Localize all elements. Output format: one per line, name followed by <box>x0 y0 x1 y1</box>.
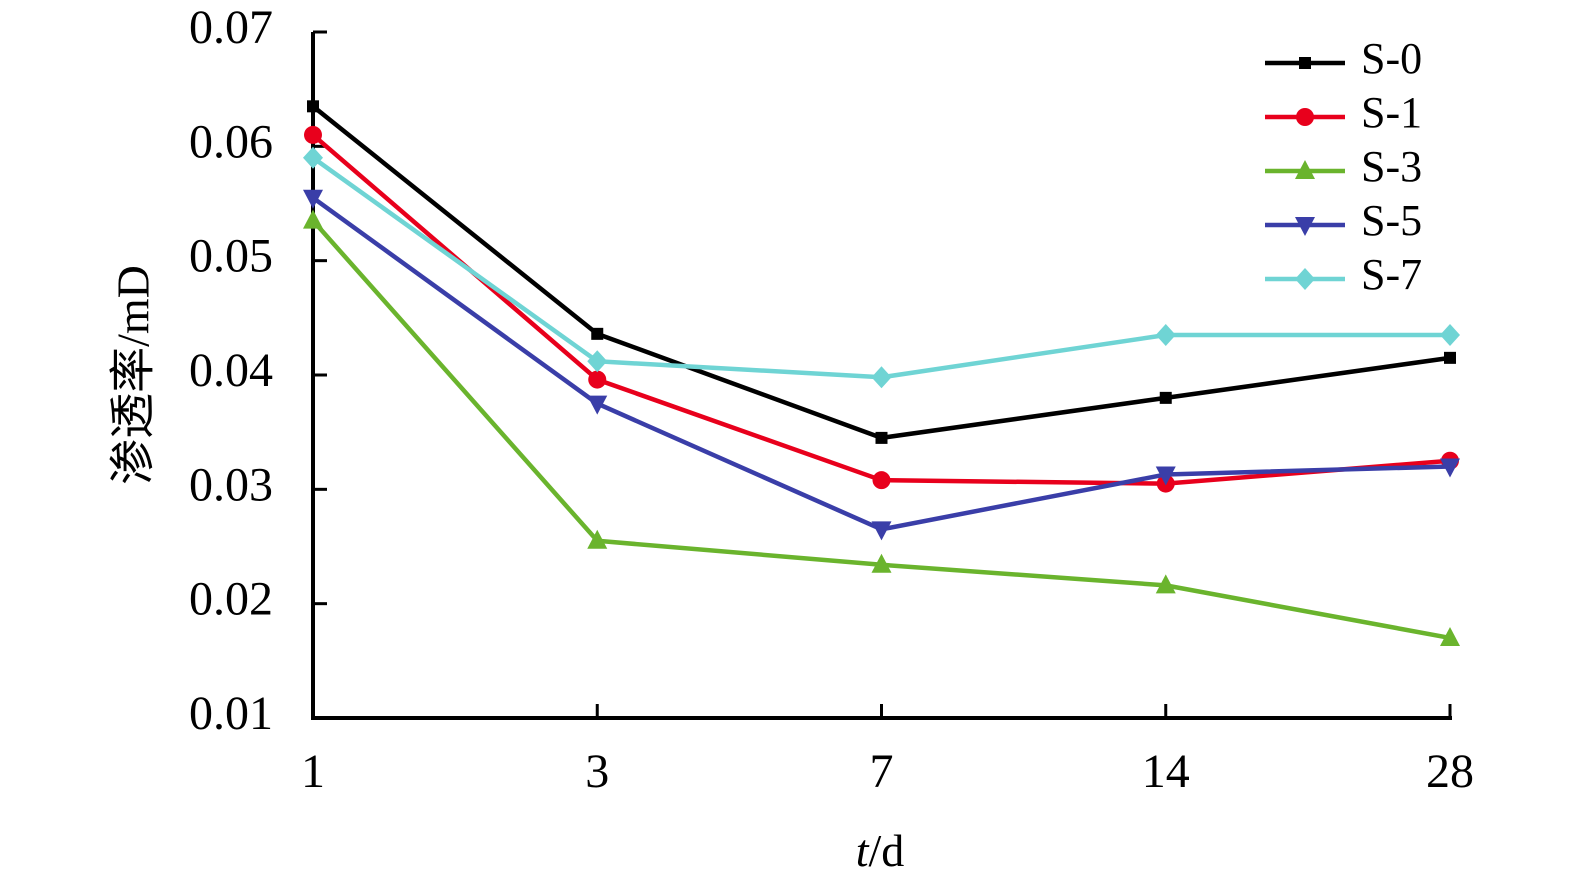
series-S-0 <box>307 100 1456 444</box>
series-line <box>311 133 1451 486</box>
series-S-7 <box>303 146 1460 389</box>
data-point <box>871 366 892 389</box>
legend-label: S-0 <box>1361 34 1422 83</box>
y-tick-label: 0.02 <box>189 573 273 626</box>
data-point <box>303 189 323 209</box>
data-point <box>1440 458 1460 478</box>
x-axis-title: t/d <box>856 825 905 876</box>
data-point <box>591 327 604 340</box>
x-tick-label: 7 <box>870 745 894 798</box>
data-point <box>1444 351 1456 364</box>
data-point <box>1155 574 1176 594</box>
y-tick-label: 0.06 <box>189 115 273 168</box>
data-point <box>871 521 892 541</box>
data-point <box>1155 466 1176 486</box>
series-S-5 <box>303 189 1460 541</box>
x-tick-label: 3 <box>585 745 609 798</box>
data-point <box>307 100 319 113</box>
data-point <box>587 529 608 549</box>
series-S-3 <box>303 209 1460 646</box>
legend-item: S-3 <box>1265 142 1422 191</box>
data-point <box>304 125 322 144</box>
y-tick-label: 0.01 <box>189 687 273 740</box>
data-point <box>587 395 608 415</box>
y-tick-label: 0.04 <box>189 344 273 397</box>
legend-label: S-7 <box>1361 250 1422 299</box>
data-point <box>588 370 607 389</box>
x-axis-title-unit: /d <box>869 825 905 876</box>
data-point <box>1155 323 1176 346</box>
legend-marker <box>1299 57 1311 69</box>
legend-label: S-1 <box>1361 88 1422 137</box>
data-point <box>303 146 323 169</box>
data-point <box>872 471 891 490</box>
series-line <box>311 155 1450 380</box>
data-point <box>871 553 892 573</box>
y-tick-label: 0.03 <box>189 458 273 511</box>
data-point <box>875 431 888 444</box>
legend-marker <box>1295 217 1315 236</box>
x-tick-label: 14 <box>1142 745 1190 798</box>
y-tick-label: 0.07 <box>189 1 273 54</box>
data-point <box>1440 323 1460 346</box>
legend-item: S-5 <box>1265 196 1422 245</box>
legend-label: S-5 <box>1361 196 1422 245</box>
x-tick-label: 1 <box>301 745 325 798</box>
legend-item: S-7 <box>1265 250 1422 299</box>
legend-marker <box>1295 268 1315 290</box>
legend-item: S-1 <box>1265 88 1422 137</box>
legend-label: S-3 <box>1361 142 1422 191</box>
y-axis-title: 渗透率/mD <box>108 265 159 485</box>
y-tick-label: 0.05 <box>189 230 273 283</box>
data-point <box>587 350 608 373</box>
legend-marker <box>1296 108 1314 126</box>
x-tick-label: 28 <box>1426 745 1474 798</box>
x-axis-title-italic: t <box>856 825 870 876</box>
legend-item: S-0 <box>1265 34 1422 83</box>
data-point <box>303 209 323 229</box>
legend-marker <box>1295 160 1315 179</box>
data-point <box>1159 391 1172 404</box>
data-point <box>1440 626 1460 646</box>
